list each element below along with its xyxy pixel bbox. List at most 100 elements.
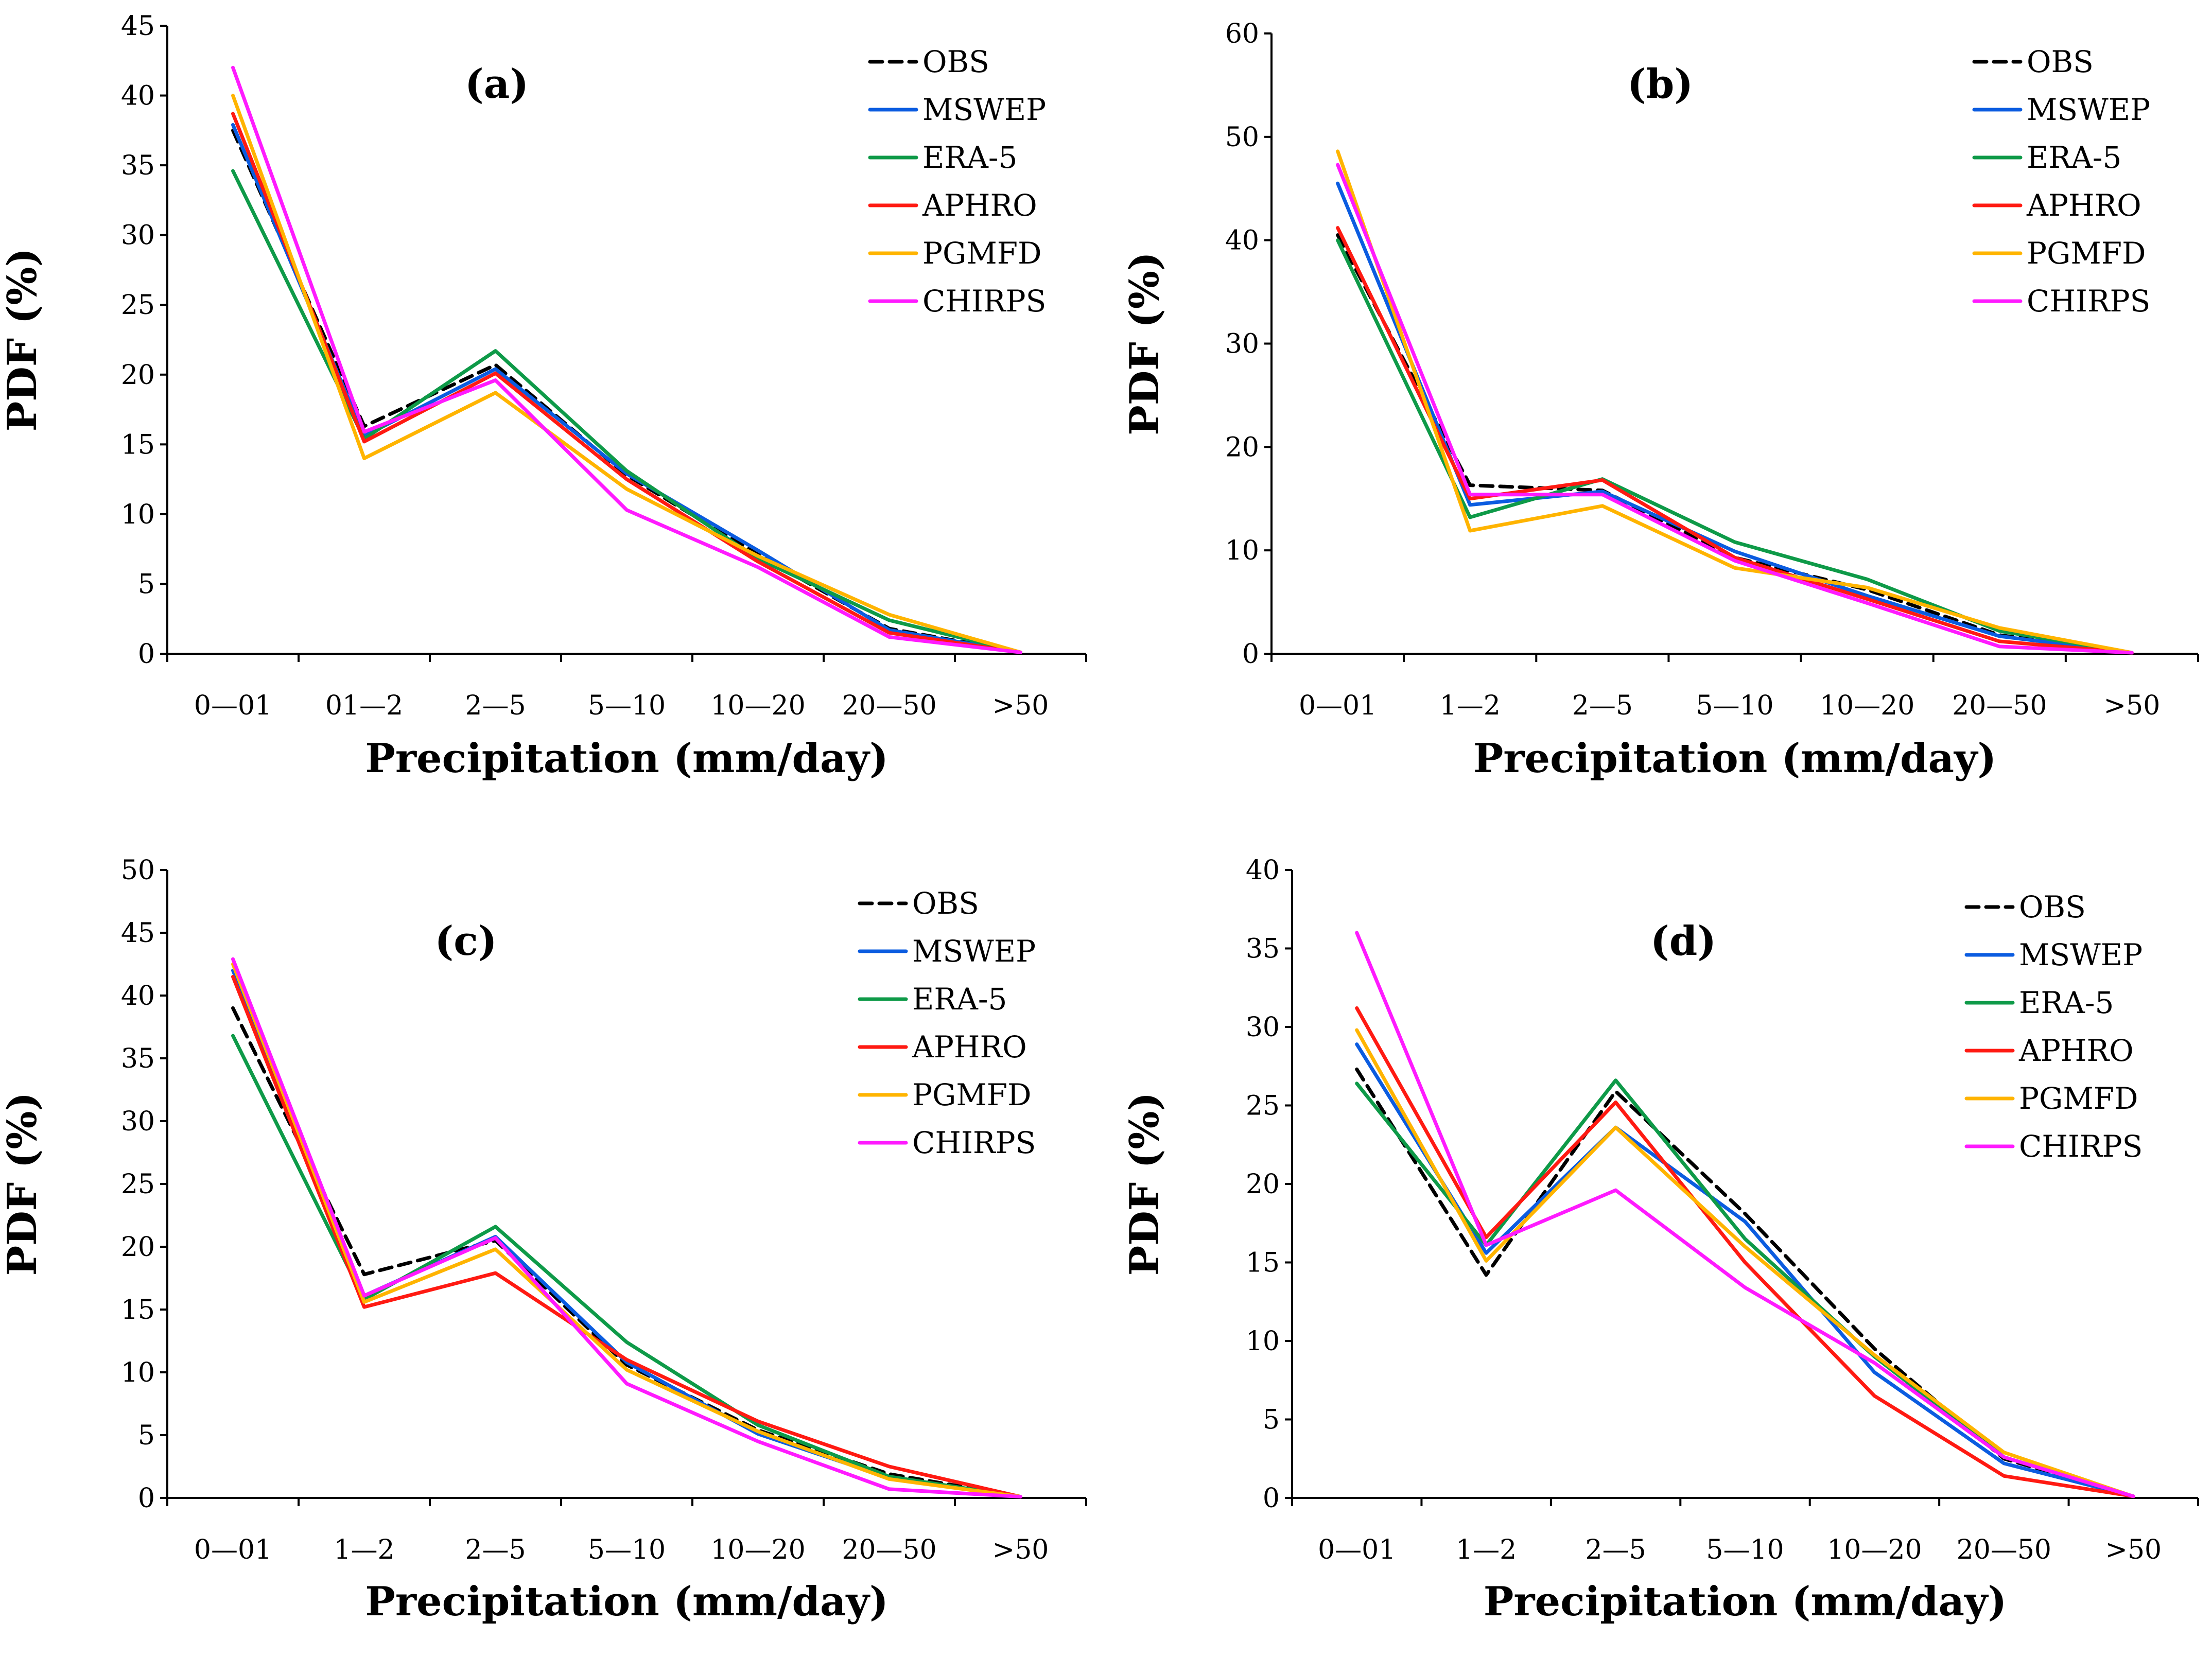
series-line-pgmfd bbox=[231, 94, 1022, 654]
legend-label: APHRO bbox=[912, 1030, 1027, 1065]
x-tick-label: 1—2 bbox=[334, 1534, 394, 1565]
series-line-pgmfd bbox=[1336, 149, 2134, 655]
y-tick-label: 10 bbox=[121, 1357, 155, 1388]
x-axis-title: Precipitation (mm/day) bbox=[365, 735, 889, 782]
x-tick-label: 20—50 bbox=[842, 690, 936, 721]
legend-label: PGMFD bbox=[2019, 1081, 2138, 1116]
legend-label: MSWEP bbox=[2027, 92, 2150, 127]
legend-label: ERA-5 bbox=[912, 982, 1007, 1017]
y-tick-label: 15 bbox=[1246, 1248, 1280, 1279]
series-line-obs bbox=[1355, 1067, 2135, 1498]
y-tick-label: 5 bbox=[138, 569, 155, 600]
legend-label: OBS bbox=[922, 44, 989, 79]
chart-panel-a: 0 5 10 15 20 25 30 35 40 45 0—01 01—2 2—5 5—10 10—20 20… bbox=[0, 11, 1087, 782]
y-tick-label: 25 bbox=[121, 290, 155, 321]
legend-label: OBS bbox=[2027, 44, 2094, 79]
y-tick-label: 0 bbox=[1242, 639, 1259, 670]
legend-label: CHIRPS bbox=[912, 1125, 1036, 1160]
y-tick-label: 5 bbox=[1263, 1405, 1280, 1436]
x-tick-label: 5—10 bbox=[588, 1534, 666, 1565]
series-line-obs bbox=[231, 1006, 1022, 1499]
y-tick-label: 40 bbox=[1246, 855, 1280, 886]
y-tick-label: 35 bbox=[121, 1043, 155, 1074]
y-axis-title: PDF (%) bbox=[0, 1092, 46, 1276]
legend-label: ERA-5 bbox=[2027, 140, 2121, 175]
chart-panel-d: 0 5 10 15 20 25 30 35 40 0—01 1—2 2—5 5—10 10—20 20—50… bbox=[1121, 855, 2199, 1625]
x-tick-label: 2—5 bbox=[1572, 690, 1633, 721]
y-tick-label: 10 bbox=[1246, 1326, 1280, 1357]
chart-panel-c: 0 5 10 15 20 25 30 35 40 45 50 0—01 1—2 2—5 5—10 10—20 2… bbox=[0, 855, 1087, 1625]
legend-label: CHIRPS bbox=[922, 284, 1046, 319]
legend-label: OBS bbox=[912, 886, 979, 921]
x-axis-title: Precipitation (mm/day) bbox=[365, 1578, 889, 1625]
panel-tag: (b) bbox=[1627, 61, 1693, 108]
legend: OBS MSWEP ERA-5 APHRO PGMFD CHIRPS bbox=[1964, 889, 2143, 1164]
x-tick-label: 20—50 bbox=[1957, 1534, 2051, 1565]
y-tick-label: 45 bbox=[121, 918, 155, 949]
series-line-aphro bbox=[1336, 226, 2134, 655]
legend-label: PGMFD bbox=[922, 236, 1042, 271]
series-line-obs bbox=[1336, 233, 2134, 655]
x-tick-label: 10—20 bbox=[710, 690, 805, 721]
x-tick-label: >50 bbox=[992, 690, 1049, 721]
x-axis-title: Precipitation (mm/day) bbox=[1484, 1578, 2007, 1625]
y-tick-label: 15 bbox=[121, 429, 155, 460]
legend-label: APHRO bbox=[922, 188, 1037, 223]
legend-label: PGMFD bbox=[912, 1077, 1032, 1112]
x-tick-label: 2—5 bbox=[465, 1534, 526, 1565]
x-tick-label: 5—10 bbox=[1706, 1534, 1784, 1565]
legend-label: ERA-5 bbox=[2019, 985, 2114, 1020]
x-tick-label: 1—2 bbox=[1440, 690, 1501, 721]
x-tick-label: 1—2 bbox=[1456, 1534, 1517, 1565]
y-tick-label: 20 bbox=[1246, 1169, 1280, 1200]
legend-label: PGMFD bbox=[2027, 236, 2146, 271]
y-tick-label: 50 bbox=[121, 855, 155, 886]
legend-label: ERA-5 bbox=[922, 140, 1017, 175]
legend-label: MSWEP bbox=[922, 92, 1046, 127]
y-axis-title: PDF (%) bbox=[1121, 1092, 1168, 1276]
x-tick-label: >50 bbox=[992, 1534, 1049, 1565]
y-tick-label: 40 bbox=[121, 981, 155, 1011]
y-tick-label: 20 bbox=[121, 1232, 155, 1263]
legend: OBS MSWEP ERA-5 APHRO PGMFD CHIRPS bbox=[1972, 44, 2150, 319]
y-tick-label: 60 bbox=[1225, 19, 1259, 49]
x-axis-title: Precipitation (mm/day) bbox=[1473, 735, 1997, 782]
x-tick-label: 10—20 bbox=[710, 1534, 805, 1565]
legend-label: OBS bbox=[2019, 889, 2086, 925]
y-tick-label: 35 bbox=[121, 150, 155, 181]
x-tick-label: 10—20 bbox=[1827, 1534, 1922, 1565]
x-tick-label: 5—10 bbox=[1696, 690, 1773, 721]
series-line-pgmfd bbox=[1355, 1028, 2135, 1498]
series-line-aphro bbox=[231, 112, 1022, 654]
x-tick-label: 0—01 bbox=[1318, 1534, 1396, 1565]
x-tick-label: 0—01 bbox=[1299, 690, 1377, 721]
y-tick-label: 50 bbox=[1225, 122, 1259, 153]
panel-tag: (a) bbox=[465, 61, 529, 108]
panel-tag: (c) bbox=[434, 918, 497, 965]
x-tick-label: 20—50 bbox=[1952, 690, 2047, 721]
y-tick-label: 40 bbox=[121, 81, 155, 112]
x-tick-label: 20—50 bbox=[842, 1534, 936, 1565]
y-tick-label: 25 bbox=[1246, 1091, 1280, 1122]
series-line-chirps bbox=[231, 65, 1022, 654]
series-line-chirps bbox=[1336, 163, 2134, 655]
y-tick-label: 30 bbox=[121, 220, 155, 251]
chart-panel-b: 0 10 20 30 40 50 60 0—01 1—2 2—5 5—10 10—20 20—50 >50… bbox=[1121, 19, 2199, 782]
series-line-aphro bbox=[1355, 1006, 2135, 1498]
series-line-chirps bbox=[231, 957, 1022, 1499]
x-tick-label: 2—5 bbox=[465, 690, 526, 721]
x-tick-label: 2—5 bbox=[1585, 1534, 1646, 1565]
legend-label: MSWEP bbox=[912, 934, 1036, 969]
y-axis-title: PDF (%) bbox=[0, 248, 46, 432]
legend-label: CHIRPS bbox=[2019, 1129, 2143, 1164]
x-tick-label: 10—20 bbox=[1820, 690, 1914, 721]
x-tick-label: >50 bbox=[2105, 1534, 2162, 1565]
y-tick-label: 20 bbox=[1225, 432, 1259, 463]
y-tick-label: 15 bbox=[121, 1295, 155, 1325]
y-tick-label: 25 bbox=[121, 1169, 155, 1200]
x-tick-label: 0—01 bbox=[194, 1534, 272, 1565]
series-line-chirps bbox=[1355, 931, 2135, 1498]
legend: OBS MSWEP ERA-5 APHRO PGMFD CHIRPS bbox=[858, 886, 1036, 1160]
x-tick-label: 5—10 bbox=[588, 690, 666, 721]
y-tick-label: 10 bbox=[121, 499, 155, 530]
